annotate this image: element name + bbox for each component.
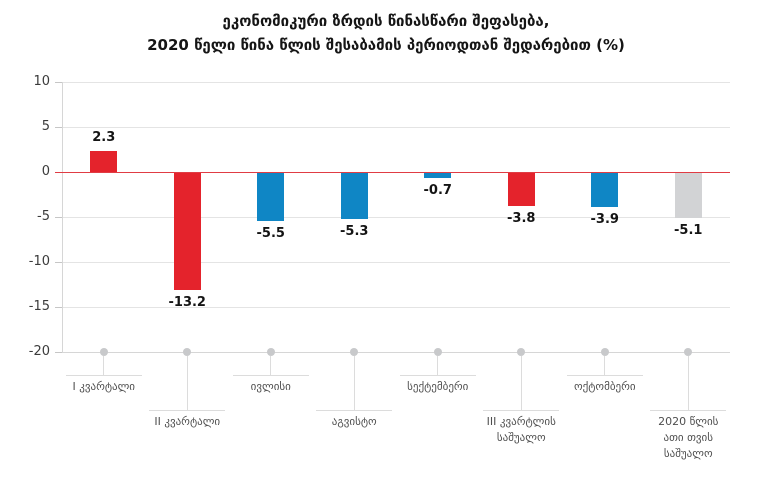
y-axis-tick--5 (55, 216, 62, 218)
category-label-line: ათი თვის (663, 431, 713, 444)
y-axis-tick--20 (55, 351, 62, 353)
category-rule (566, 375, 643, 376)
category-label-1: I კვარტალი (42, 379, 166, 395)
category-rule (149, 410, 226, 411)
bar-value-label: -3.9 (590, 211, 619, 227)
category-connector (604, 355, 606, 375)
y-axis-label: -5 (37, 208, 50, 224)
y-axis-tick--10 (55, 261, 62, 263)
y-axis-label: -10 (28, 253, 50, 269)
category-rule (65, 375, 142, 376)
gridline-10 (62, 82, 730, 83)
bar-3 (257, 171, 285, 222)
category-label-line: აგვისტო (331, 415, 377, 428)
category-label-3: ივლისი (209, 379, 333, 395)
y-axis-tick-10 (55, 82, 62, 83)
category-connector (270, 355, 272, 375)
bar-value-label: 2.3 (92, 130, 116, 146)
category-label-line: საშუალო (663, 447, 713, 460)
gridline--5 (62, 216, 730, 218)
zero-line (62, 171, 730, 173)
x-axis-dot (266, 347, 275, 356)
x-axis-dot (684, 347, 693, 356)
gridline--15 (62, 306, 730, 308)
y-axis-label: 5 (41, 118, 50, 134)
bar-6 (507, 171, 535, 206)
category-connector (687, 355, 689, 410)
category-connector (353, 355, 355, 410)
bar-value-label: -13.2 (168, 295, 206, 311)
category-label-line: 2020 წლის (658, 415, 719, 428)
category-rule (232, 375, 309, 376)
category-label-line: საშუალო (496, 431, 546, 444)
bar-8 (674, 171, 702, 218)
bar-value-label: -3.8 (507, 210, 536, 226)
x-axis-dot (350, 347, 359, 356)
category-rule (483, 410, 560, 411)
category-label-8: 2020 წლის ათი თვის საშუალო (626, 414, 750, 462)
category-label-line: ივლისი (250, 380, 291, 393)
chart-title-line2: 2020 წელი წინა წლის შესაბამის პერიოდთან … (147, 36, 625, 54)
y-axis-label: 10 (33, 74, 50, 89)
category-label-4: აგვისტო (292, 414, 416, 430)
category-label-line: III კვარტლის (486, 415, 556, 428)
gridline--10 (62, 261, 730, 263)
x-axis-dot (99, 347, 108, 356)
category-label-line: სექტემბერი (407, 380, 469, 393)
bar-1 (90, 151, 118, 172)
category-label-7: ოქტომბერი (543, 379, 667, 395)
x-axis-dot (433, 347, 442, 356)
category-label-line: I კვარტალი (72, 380, 136, 393)
bar-value-label: -5.1 (674, 222, 703, 238)
x-axis-dot (183, 347, 192, 356)
category-rule (399, 375, 476, 376)
y-axis-label: 0 (41, 163, 50, 179)
category-label-line: ოქტომბერი (573, 380, 636, 393)
category-connector (103, 355, 105, 375)
y-axis-label: -20 (28, 343, 50, 359)
category-rule (316, 410, 393, 411)
y-axis-tick-5 (55, 126, 62, 128)
x-axis-line (62, 351, 730, 353)
y-axis-tick--15 (55, 306, 62, 308)
category-label-6: III კვარტლის საშუალო (459, 414, 583, 446)
category-connector (186, 355, 188, 410)
category-connector (437, 355, 439, 375)
bar-7 (591, 171, 619, 207)
gridline-5 (62, 126, 730, 128)
y-axis-label: -15 (28, 298, 50, 314)
chart-title-line1: ეკონომიკური ზრდის წინასწარი შეფასება, (222, 12, 550, 30)
bar-4 (340, 171, 368, 220)
bar-5 (424, 171, 452, 179)
bar-2 (173, 171, 201, 291)
y-axis-tick-0 (55, 171, 62, 173)
chart-title: ეკონომიკური ზრდის წინასწარი შეფასება, 20… (0, 9, 772, 57)
bar-value-label: -5.5 (256, 226, 285, 242)
category-label-2: II კვარტალი (125, 414, 249, 430)
bar-value-label: -5.3 (340, 224, 369, 240)
category-rule (650, 410, 727, 411)
category-connector (520, 355, 522, 410)
category-label-5: სექტემბერი (376, 379, 500, 395)
y-axis-line (62, 82, 63, 352)
x-axis-dot (600, 347, 609, 356)
x-axis-dot (517, 347, 526, 356)
category-label-line: II კვარტალი (154, 415, 221, 428)
bar-value-label: -0.7 (423, 183, 452, 199)
